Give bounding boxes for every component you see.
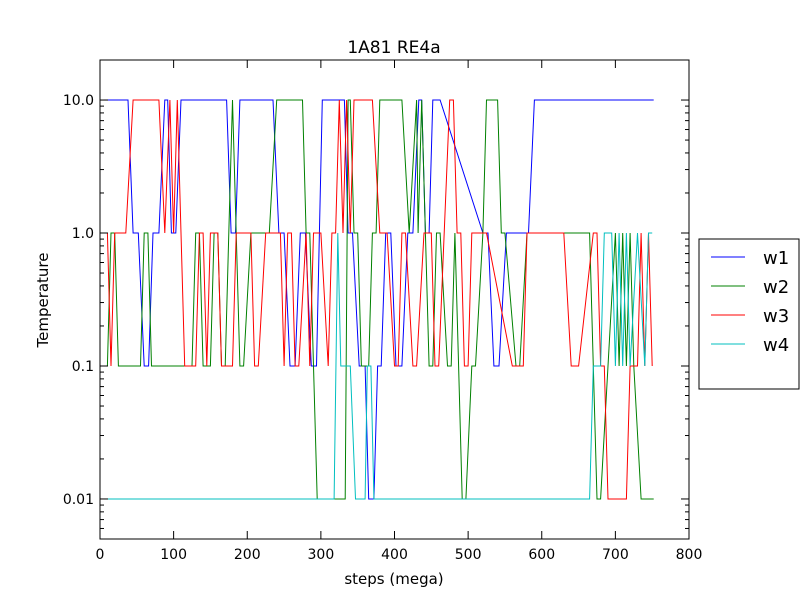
y-tick-label: 0.01	[63, 492, 94, 508]
x-axis: 0 100 200 300 400 500 600 700 800	[96, 60, 703, 563]
legend-label-w3: w3	[763, 306, 789, 327]
x-tick-label: 700	[602, 547, 629, 563]
x-tick-label: 800	[676, 547, 703, 563]
x-tick-label: 300	[308, 547, 335, 563]
y-tick-label: 0.1	[72, 359, 94, 375]
legend: w1 w2 w3 w4	[698, 238, 800, 390]
y-tick-label: 1.0	[72, 226, 94, 242]
y-tick-label: 10.0	[63, 93, 94, 109]
y-axis: 0.01 0.1 1.0 10.0	[63, 93, 689, 529]
y-axis-label: Temperature	[34, 252, 52, 348]
legend-box	[698, 238, 800, 390]
x-tick-label: 100	[160, 547, 187, 563]
x-tick-label: 200	[234, 547, 261, 563]
legend-label-w1: w1	[763, 248, 789, 269]
chart-title: 1A81 RE4a	[347, 38, 440, 58]
x-tick-label: 500	[455, 547, 482, 563]
x-tick-label: 600	[528, 547, 555, 563]
x-tick-label: 0	[96, 547, 105, 563]
plot-lines	[103, 99, 654, 500]
series-line-w4	[103, 232, 653, 500]
x-axis-label: steps (mega)	[344, 570, 443, 588]
series-line-w3	[103, 99, 653, 500]
x-tick-label: 400	[381, 547, 408, 563]
legend-label-w4: w4	[763, 335, 789, 356]
legend-label-w2: w2	[763, 277, 789, 298]
